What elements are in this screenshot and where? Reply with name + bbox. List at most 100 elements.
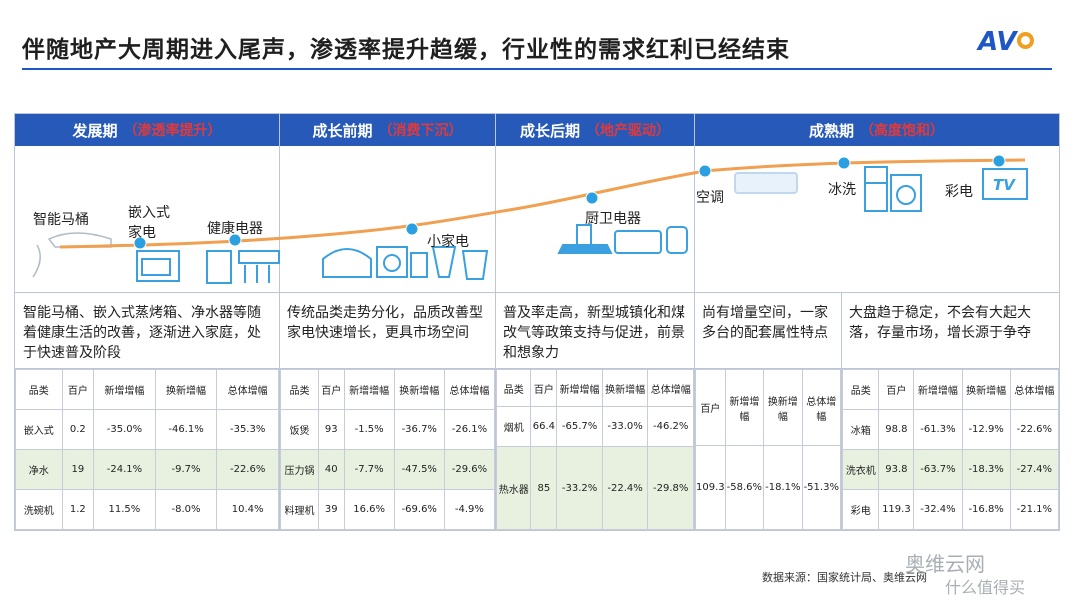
phase-sub: （高度饱和） [860,123,944,139]
table-cell: 总体增幅 [1009,369,1060,410]
table-cell: 40 [317,449,345,490]
table-cell: 总体增幅 [801,369,842,446]
phase-early-growth: 成长前期 （消费下沉） [279,114,496,146]
table-early-growth: 品类 百户 新增增幅 换新增幅 总体增幅 饭煲 93 -1.5% -36.7% -26.1% 压… [280,369,496,530]
table-cell: 换新增幅 [763,369,803,446]
table-cell: -61.3% [913,409,963,450]
table-cell: 1.2 [61,489,95,530]
curve-points [133,154,1006,250]
table-cell: -32.4% [913,489,963,530]
table-cell: 新增增幅 [556,369,603,407]
adoption-curve-illustration: TV [32,154,1028,284]
table-cell: 洗衣机 [841,449,880,490]
table-cell: 新增增幅 [913,369,963,410]
table-cell: 百户 [530,369,558,407]
desc-mature-ac: 尚有增量空间，一家多台的配套属性特点 [702,305,828,341]
table-cell: 烟机 [495,406,532,447]
adoption-curve [59,158,1026,249]
table-header-row: 百户 新增增幅 换新增幅 总体增幅 [695,369,842,446]
table-cell: -16.8% [961,489,1011,530]
label-health: 健康电器 [207,221,263,237]
table-cell: 98.8 [878,409,915,450]
fridge-icon [864,166,888,212]
desc-late-growth: 普及率走高，新型城镇化和煤改气等政策支持与促进，前景和想象力 [503,305,685,361]
table-row: 彩电 119.3 -32.4% -16.8% -21.1% [841,489,1060,530]
table-cell: -21.1% [1009,489,1060,530]
divider [495,114,496,530]
table-cell: -63.7% [913,449,963,490]
table-cell: 93 [317,409,345,450]
table-cell: 93.8 [878,449,915,490]
table-cell: -36.7% [393,409,445,450]
label-kitchen: 厨卫电器 [585,211,641,227]
table-cell: 压力锅 [280,449,319,490]
table-cell: -46.1% [154,409,218,450]
table-row: 109.3 -58.6% -18.1% -51.3% [695,445,842,530]
table-cell: 百户 [695,369,726,446]
table-cell: 0.2 [61,409,95,450]
page-title: 伴随地产大周期进入尾声，渗透率提升趋缓，行业性的需求红利已经结束 [22,37,790,63]
divider [841,293,842,530]
table-cell: -51.3% [801,445,842,530]
phase-name: 成长前期 [312,121,373,140]
table-cell: -27.4% [1009,449,1060,490]
table-row: 净水 19 -24.1% -9.7% -22.6% [15,449,279,490]
desc-development: 智能马桶、嵌入式蒸烤箱、净水器等随着健康生活的改善，逐渐进入家庭，处于快速普及阶… [23,305,261,361]
table-cell: 冰箱 [841,409,880,450]
table-cell: -65.7% [556,406,603,447]
table-mature-ac: 百户 新增增幅 换新增幅 总体增幅 109.3 -58.6% -18.1% -51.3% [695,369,842,530]
svg-text:TV: TV [993,176,1016,194]
divider [15,292,1059,293]
table-mature-stable: 品类 百户 新增增幅 换新增幅 总体增幅 冰箱 98.8 -61.3% -12.9% -22.6… [841,369,1060,530]
table-cell: 净水 [15,449,63,490]
phase-development: 发展期 （渗透率提升） [15,114,279,146]
table-cell: 新增增幅 [343,369,395,410]
table-cell: -33.2% [556,446,603,530]
table-cell: 换新增幅 [393,369,445,410]
watermark: 奥维云网 [905,552,985,576]
table-cell: -22.6% [216,449,279,490]
table-cell: -69.6% [393,489,445,530]
table-cell: 19 [61,449,95,490]
table-cell: -1.5% [343,409,395,450]
th: 新增增幅 [93,369,156,410]
table-cell: 39 [317,489,345,530]
table-cell: -26.1% [443,409,496,450]
label-tv: 彩电 [945,184,973,200]
table-cell: -35.3% [216,409,279,450]
table-row: 洗碗机 1.2 11.5% -8.0% 10.4% [15,489,279,530]
phase-name: 成长后期 [519,121,580,140]
table-cell: -46.2% [647,406,694,447]
table-cell: 品类 [280,369,319,410]
table-development: 品类 百户 新增增幅 换新增幅 总体增幅 嵌入式 0.2 -35.0% -46.1% -35.3… [15,369,279,530]
table-cell: -9.7% [154,449,218,490]
table-header-row: 品类 百户 新增增幅 换新增幅 总体增幅 [15,369,279,410]
tv-icon: TV [982,168,1028,200]
oven-icon [136,250,180,282]
table-cell: 百户 [878,369,915,410]
table-header-row: 品类 百户 新增增幅 换新增幅 总体增幅 [280,369,496,410]
phase-sub: （渗透率提升） [123,123,222,139]
table-cell: -58.6% [724,445,765,530]
watermark-secondary: 什么值得买 [945,578,1026,597]
table-cell: -24.1% [93,449,156,490]
th: 总体增幅 [216,369,279,410]
table-cell: 换新增幅 [961,369,1011,410]
phase-late-growth: 成长后期 （地产驱动） [496,114,694,146]
divider [279,114,280,530]
divider [15,368,1059,369]
label-ac: 空调 [696,190,724,206]
phase-name: 发展期 [72,121,118,140]
avc-logo: AV [978,27,1035,57]
table-cell: -35.0% [93,409,156,450]
table-row: 烟机 66.4 -65.7% -33.0% -46.2% [495,406,694,447]
table-row: 料理机 39 16.6% -69.6% -4.9% [280,489,496,530]
table-cell: 119.3 [878,489,915,530]
table-cell: 热水器 [495,446,532,530]
table-cell: -18.3% [961,449,1011,490]
table-cell: -22.6% [1009,409,1060,450]
table-cell: 16.6% [343,489,395,530]
table-row: 热水器 85 -33.2% -22.4% -29.8% [495,446,694,530]
phase-mature: 成熟期 （高度饱和） [694,114,1059,146]
table-cell: 66.4 [530,406,558,447]
